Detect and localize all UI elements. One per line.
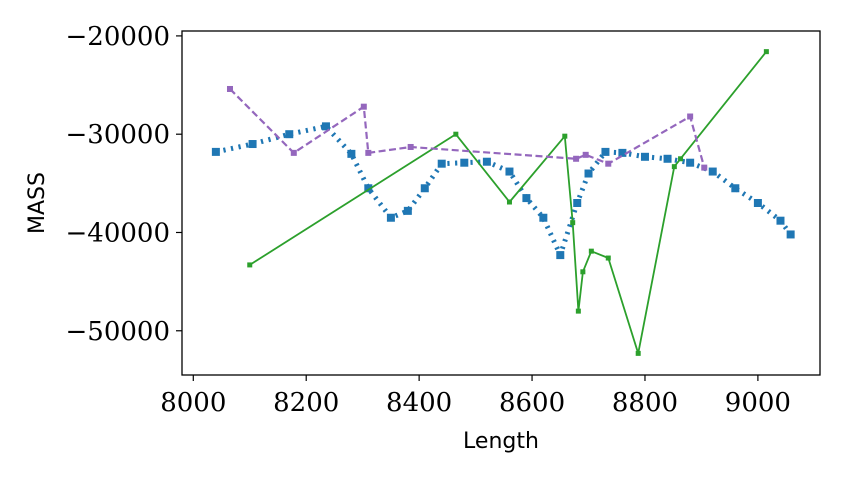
series-1-point bbox=[347, 149, 356, 158]
series-1-point bbox=[420, 184, 429, 193]
series-1-point bbox=[601, 147, 610, 156]
series-1-point bbox=[686, 158, 695, 167]
series-1-line bbox=[215, 123, 793, 258]
x-tick-label: 8200 bbox=[273, 388, 339, 418]
series-1-point bbox=[437, 159, 446, 168]
y-axis: −20000 −30000 −40000 −50000 bbox=[66, 22, 182, 347]
series-2-point bbox=[570, 220, 576, 226]
series-3-point bbox=[290, 149, 297, 156]
series-1-point bbox=[640, 152, 649, 161]
series-1-point bbox=[786, 230, 795, 239]
series-3-point bbox=[360, 103, 367, 110]
series-1-point bbox=[539, 213, 548, 222]
series-1-point bbox=[386, 213, 395, 222]
series-2-point bbox=[763, 49, 769, 55]
series-1-point bbox=[776, 216, 785, 225]
series-3-point bbox=[687, 113, 694, 120]
series-1-point bbox=[460, 158, 469, 167]
y-tick-label: −50000 bbox=[66, 317, 171, 347]
series-1-point bbox=[403, 206, 412, 215]
y-tick-label: −30000 bbox=[66, 120, 171, 150]
series-2-point bbox=[605, 255, 611, 261]
x-tick-label: 8400 bbox=[386, 388, 452, 418]
series-1-point bbox=[482, 157, 491, 166]
series-layer bbox=[211, 49, 795, 356]
series-1-point bbox=[708, 167, 717, 176]
series-2-point bbox=[562, 133, 568, 139]
series-1-point bbox=[663, 154, 672, 163]
series-2-point bbox=[588, 248, 594, 254]
series-1-point bbox=[584, 169, 593, 178]
x-axis-title: Length bbox=[463, 429, 539, 454]
series-2-point bbox=[575, 308, 581, 314]
series-2-point bbox=[453, 131, 459, 137]
series-1-point bbox=[505, 167, 514, 176]
series-3-point bbox=[582, 151, 589, 158]
y-tick-label: −40000 bbox=[66, 218, 171, 248]
series-2-point bbox=[506, 199, 512, 205]
series-3-point bbox=[701, 164, 708, 171]
series-3-point bbox=[605, 160, 612, 167]
y-axis-title: MASS bbox=[25, 172, 50, 234]
series-3-point bbox=[365, 149, 372, 156]
plot-area-frame bbox=[181, 30, 821, 376]
series-1-point bbox=[618, 148, 627, 157]
series-1-point bbox=[573, 199, 582, 207]
series-3-line bbox=[229, 88, 706, 168]
series-2-point bbox=[671, 164, 677, 170]
series-1-point bbox=[753, 199, 762, 207]
series-1-point bbox=[522, 194, 531, 203]
series-1-point bbox=[364, 184, 373, 193]
series-2-point bbox=[635, 350, 641, 356]
series-1-point bbox=[211, 147, 220, 156]
series-3-point bbox=[573, 155, 580, 162]
series-1-point bbox=[556, 251, 565, 260]
x-tick-label: 8000 bbox=[160, 388, 226, 418]
series-2-point bbox=[247, 262, 253, 268]
x-tick-label: 9000 bbox=[725, 388, 791, 418]
series-1-point bbox=[248, 140, 257, 149]
x-tick-label: 8600 bbox=[499, 388, 565, 418]
y-tick-label: −20000 bbox=[66, 22, 171, 52]
x-axis: 8000 8200 8400 8600 8800 9000 bbox=[160, 375, 791, 418]
series-3-point bbox=[226, 85, 233, 92]
series-3-point bbox=[407, 143, 414, 150]
series-1-point bbox=[731, 184, 740, 193]
x-tick-label: 8800 bbox=[612, 388, 678, 418]
series-1-point bbox=[321, 122, 330, 131]
series-2-point bbox=[580, 269, 586, 275]
series-2-point bbox=[678, 156, 684, 162]
series-1-point bbox=[285, 130, 294, 139]
